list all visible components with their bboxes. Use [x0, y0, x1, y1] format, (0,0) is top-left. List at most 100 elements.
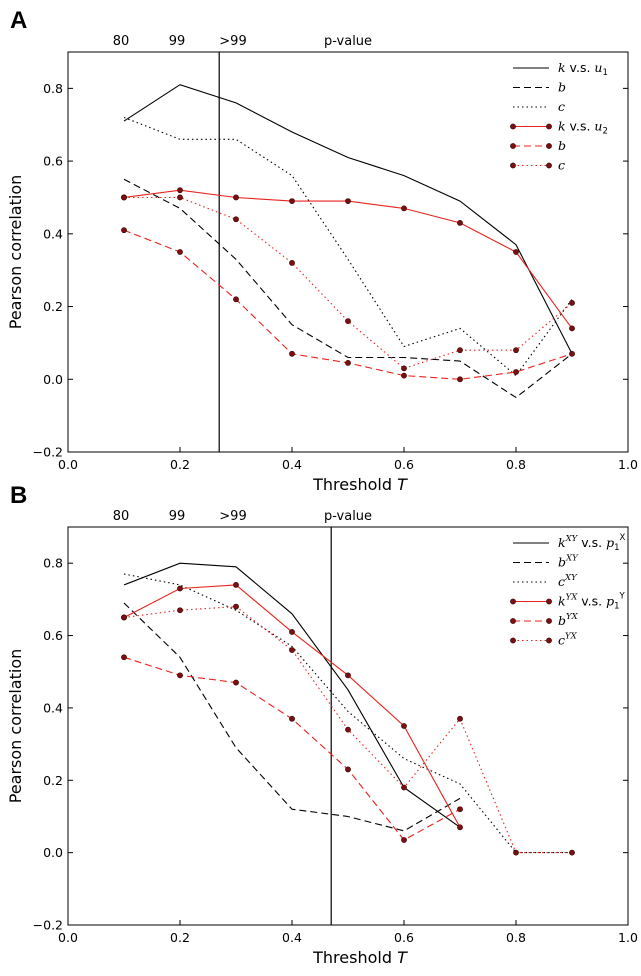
y-axis-label: Pearson correlation — [6, 649, 25, 804]
data-point — [513, 369, 519, 375]
chart-panel-b: B0.0 0.2 0.4 0.6 0.8 1.0−0.20.00.20.40.60.8Th… — [6, 482, 638, 967]
data-point — [177, 585, 183, 592]
y-tick-label: 0.4 — [43, 700, 63, 715]
data-point — [457, 376, 463, 383]
legend-marker — [546, 123, 552, 130]
legend-marker — [546, 162, 552, 169]
y-tick-label: 0.0 — [43, 845, 63, 860]
legend-marker — [546, 598, 552, 605]
x-axis-label: Threshold T — [312, 948, 408, 967]
data-point — [457, 220, 463, 226]
chart-panel-a: A0.0 0.2 0.4 0.6 0.8 1.0−0.20.00.20.40.60.8Th… — [6, 7, 638, 494]
data-point — [513, 347, 519, 354]
legend-marker — [510, 123, 516, 130]
data-point — [177, 249, 183, 255]
data-point — [401, 372, 407, 379]
data-point — [233, 216, 239, 223]
y-tick-label: 0.2 — [43, 299, 63, 314]
x-tick-label: 0.2 — [170, 930, 190, 945]
data-point — [569, 300, 575, 306]
data-point — [513, 849, 519, 856]
legend-label: cYX — [558, 632, 578, 648]
top-axis-label: p-value — [324, 509, 372, 524]
series-line — [123, 656, 461, 841]
series-line — [124, 196, 573, 370]
x-tick-label: 0.0 — [58, 457, 78, 472]
series-4 — [121, 227, 575, 383]
data-point — [401, 365, 407, 372]
y-tick-label: 0.6 — [43, 154, 63, 169]
y-tick-label: 0.6 — [43, 628, 63, 643]
series-5 — [121, 194, 575, 372]
data-point — [457, 806, 463, 813]
x-tick-label: 1.0 — [618, 457, 638, 472]
series-2 — [123, 116, 573, 377]
data-point — [457, 715, 463, 722]
data-point — [513, 249, 519, 255]
top-tick-label: >99 — [219, 509, 246, 524]
series-line — [123, 84, 573, 355]
series-5 — [121, 603, 575, 856]
panel-letter: B — [10, 482, 27, 509]
x-tick-label: 0.4 — [282, 930, 302, 945]
data-point — [177, 607, 183, 614]
data-point — [345, 318, 351, 324]
data-point — [289, 629, 295, 635]
top-tick-label: 99 — [169, 34, 186, 49]
x-axis-label: Threshold T — [312, 475, 408, 494]
panel-letter: A — [10, 7, 27, 34]
data-point — [121, 227, 127, 234]
data-point — [345, 672, 351, 679]
legend-marker — [546, 618, 552, 624]
data-point — [289, 647, 295, 653]
data-point — [289, 260, 295, 266]
series-1 — [123, 178, 573, 399]
data-point — [401, 837, 407, 843]
x-tick-label: 0.6 — [394, 930, 414, 945]
legend-label: kYX v.s. p1Y — [558, 592, 626, 612]
data-point — [233, 581, 239, 588]
data-point — [289, 350, 295, 357]
series-0 — [123, 84, 573, 355]
series-4 — [121, 654, 463, 843]
data-point — [177, 672, 183, 679]
x-tick-label: 0.8 — [506, 457, 526, 472]
y-tick-label: −0.2 — [33, 445, 63, 460]
data-point — [233, 603, 239, 610]
y-tick-label: 0.4 — [43, 226, 63, 241]
data-point — [177, 194, 183, 201]
data-point — [457, 347, 463, 354]
data-point — [345, 766, 351, 773]
data-point — [457, 824, 463, 831]
data-point — [569, 350, 575, 357]
data-point — [289, 198, 295, 204]
data-point — [121, 654, 127, 661]
legend-label: bYX — [558, 612, 579, 628]
series-line — [123, 178, 573, 399]
x-tick-label: 0.0 — [58, 930, 78, 945]
legend-label: c — [558, 158, 565, 173]
legend-label: bXY — [558, 554, 579, 570]
plot-frame — [67, 526, 629, 926]
top-tick-label: 80 — [113, 34, 130, 49]
legend-label: cXY — [558, 573, 578, 589]
data-point — [569, 325, 575, 332]
data-point — [401, 205, 407, 212]
y-tick-label: 0.8 — [43, 81, 63, 96]
top-tick-label: 80 — [113, 509, 130, 524]
series-0 — [123, 562, 461, 828]
top-tick-label: 99 — [169, 509, 186, 524]
legend-marker — [510, 618, 516, 624]
y-tick-label: 0.8 — [43, 556, 63, 571]
top-tick-label: >99 — [219, 34, 246, 49]
data-point — [345, 360, 351, 366]
x-tick-label: 0.4 — [282, 457, 302, 472]
data-point — [345, 198, 351, 204]
y-tick-label: −0.2 — [33, 918, 63, 933]
legend-label: b — [558, 80, 566, 95]
data-point — [121, 194, 127, 201]
data-point — [569, 849, 575, 856]
y-axis-label: Pearson correlation — [6, 175, 25, 330]
